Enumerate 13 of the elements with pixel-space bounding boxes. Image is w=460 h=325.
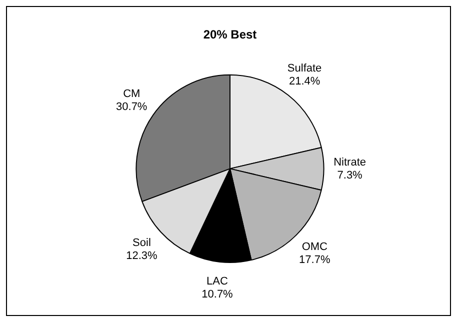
slice-label: OMC (302, 241, 328, 254)
data-label: 21.4% (288, 75, 320, 88)
data-label: 12.3% (126, 250, 158, 262)
data-label: 10.7% (202, 288, 234, 300)
data-label: 7.3% (337, 169, 363, 182)
data-label: 30.7% (116, 100, 148, 113)
data-label: 17.7% (299, 254, 330, 266)
chart-title: 20% Best (203, 28, 257, 42)
slice-label: LAC (206, 275, 228, 288)
slice-label: Soil (132, 237, 151, 250)
slice-label: Nitrate (334, 156, 366, 168)
slice-label: Sulfate (287, 62, 322, 74)
slice-label: CM (123, 88, 140, 100)
